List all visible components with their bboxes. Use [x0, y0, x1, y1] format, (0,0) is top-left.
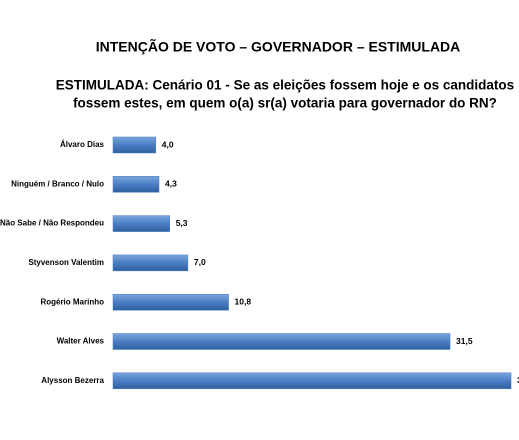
bar	[112, 136, 157, 154]
value-label: 10,8	[235, 296, 252, 306]
value-label: 31,5	[456, 336, 473, 346]
chart-title: INTENÇÃO DE VOTO – GOVERNADOR – ESTIMULA…	[96, 38, 461, 55]
category-label: Styvenson Valentim	[28, 258, 104, 267]
category-label: Não Sabe / Não Respondeu	[0, 219, 104, 228]
category-label: Álvaro Dias	[60, 140, 105, 149]
category-label: Walter Alves	[57, 337, 105, 346]
value-label: 4,0	[162, 139, 174, 149]
category-label: Ninguém / Branco / Nulo	[11, 179, 104, 188]
bar	[112, 333, 451, 350]
value-label: 4,3	[165, 179, 177, 189]
bar	[112, 293, 229, 311]
category-label: Alysson Bezerra	[41, 376, 104, 385]
value-label: 7,0	[194, 257, 206, 267]
value-label: 5,3	[176, 218, 188, 228]
bar	[112, 372, 512, 390]
bar	[112, 215, 170, 232]
category-label: Rogério Marinho	[40, 297, 104, 306]
value-label: 37,2	[517, 375, 519, 385]
chart-subtitle: fossem estes, em quem o(a) sr(a) votaria…	[73, 96, 497, 111]
bar	[112, 176, 160, 193]
chart-subtitle: ESTIMULADA: Cenário 01 - Se as eleições …	[56, 78, 514, 93]
bar	[112, 254, 189, 272]
